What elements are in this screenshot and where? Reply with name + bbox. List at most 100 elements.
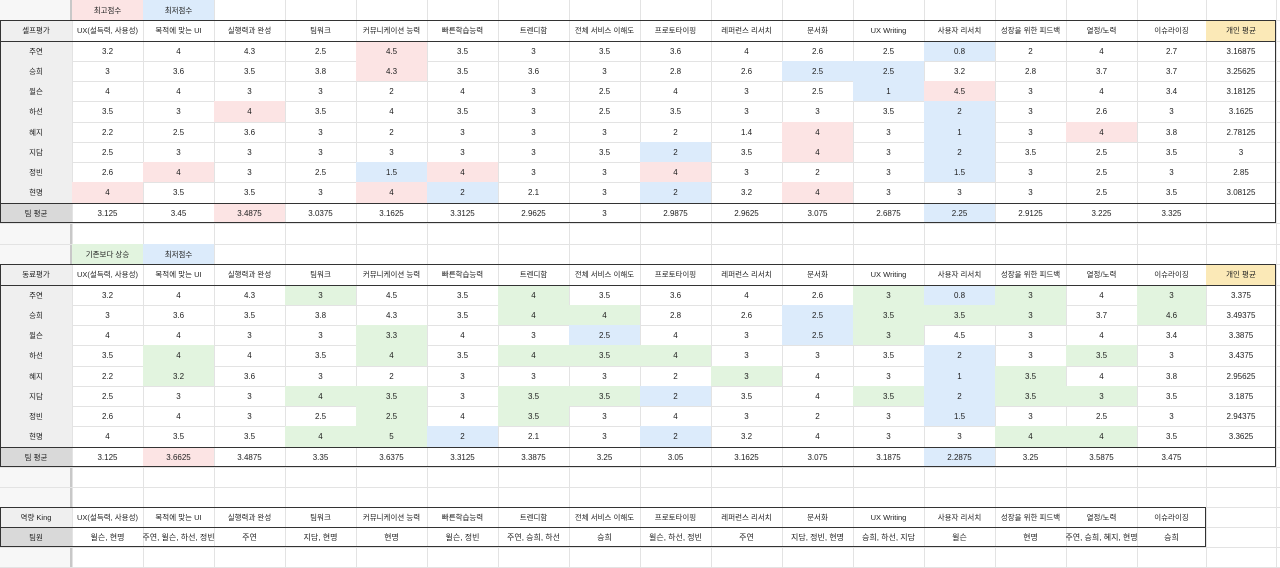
score-cell[interactable]: 3: [853, 285, 924, 305]
score-cell[interactable]: 3.5: [498, 406, 569, 426]
score-cell[interactable]: 3: [531, 127, 536, 137]
score-cell[interactable]: 2: [924, 345, 995, 366]
score-cell[interactable]: 3.5: [243, 188, 256, 197]
score-cell[interactable]: 3: [602, 371, 607, 381]
member-name[interactable]: 현명: [0, 426, 72, 447]
score-cell[interactable]: 4: [995, 426, 1066, 447]
member-name[interactable]: 혜지: [0, 122, 72, 142]
member-name[interactable]: 하선: [0, 345, 72, 366]
score-cell[interactable]: 3.5: [598, 46, 611, 56]
score-cell[interactable]: 3.6: [172, 310, 185, 320]
score-cell[interactable]: 4: [498, 285, 569, 305]
column-header[interactable]: 성장을 위한 피드백: [1000, 270, 1061, 279]
personal-average-cell[interactable]: 3.3875: [1228, 330, 1254, 340]
score-cell[interactable]: 3: [460, 371, 465, 381]
score-cell[interactable]: 4: [143, 162, 214, 182]
score-cell[interactable]: 4: [744, 46, 749, 56]
score-cell[interactable]: 2: [427, 182, 498, 203]
score-cell[interactable]: 3: [318, 188, 323, 197]
score-cell[interactable]: 3.5: [456, 107, 469, 116]
score-cell[interactable]: 1: [924, 122, 995, 142]
column-header[interactable]: 전체 서비스 이해도: [574, 270, 635, 279]
score-cell[interactable]: 4: [389, 107, 394, 116]
score-cell[interactable]: 4.5: [356, 41, 427, 61]
score-cell[interactable]: 2: [427, 426, 498, 447]
score-cell[interactable]: 3.6: [243, 371, 256, 381]
member-name[interactable]: 현명: [0, 182, 72, 203]
column-header[interactable]: UX(설득력, 사용성): [77, 270, 138, 279]
column-header[interactable]: 빠른학습능력: [441, 512, 484, 522]
score-cell[interactable]: 3: [460, 391, 465, 401]
score-cell[interactable]: 2.6: [101, 411, 114, 421]
score-cell[interactable]: 3: [176, 147, 181, 157]
score-cell[interactable]: 2.6: [101, 167, 114, 177]
score-cell[interactable]: 3.5: [243, 66, 256, 76]
member-name[interactable]: 윌슨: [0, 325, 72, 345]
score-cell[interactable]: 3.5: [456, 290, 469, 300]
score-cell[interactable]: 3.6: [172, 66, 185, 76]
king-member-cell[interactable]: 현명: [1023, 532, 1038, 542]
score-cell[interactable]: 4: [356, 345, 427, 366]
member-name[interactable]: 승희: [0, 61, 72, 81]
score-cell[interactable]: 3: [531, 107, 536, 116]
team-average-cell[interactable]: 3.3125: [450, 452, 475, 462]
score-cell[interactable]: 4: [176, 330, 181, 340]
score-cell[interactable]: 2.1: [527, 432, 540, 441]
score-cell[interactable]: 4.3: [243, 290, 256, 300]
score-cell[interactable]: 2: [1028, 46, 1033, 56]
column-header[interactable]: UX(설득력, 사용성): [77, 512, 138, 522]
personal-average-cell[interactable]: 3.08125: [1226, 188, 1256, 197]
team-average-cell[interactable]: 3.25: [1022, 452, 1039, 462]
score-cell[interactable]: 4: [285, 426, 356, 447]
score-cell[interactable]: 2: [924, 142, 995, 162]
score-cell[interactable]: 2.5: [172, 127, 185, 137]
king-member-cell[interactable]: 주연, 승희, 하선: [506, 532, 561, 542]
column-header[interactable]: 프로토타이핑: [654, 512, 697, 522]
score-cell[interactable]: 3: [886, 147, 891, 157]
member-name[interactable]: 하선: [0, 101, 72, 122]
team-average-cell[interactable]: 2.9125: [1018, 208, 1043, 218]
score-cell[interactable]: 2: [640, 182, 711, 203]
score-cell[interactable]: 3: [176, 107, 181, 116]
score-cell[interactable]: 3: [1169, 351, 1174, 360]
column-header[interactable]: 문서화: [807, 26, 828, 35]
personal-average-header[interactable]: 개인 평균: [1206, 264, 1276, 285]
column-header[interactable]: 목적에 맞는 UI: [155, 270, 202, 279]
score-cell[interactable]: 3.5: [456, 46, 469, 56]
column-header[interactable]: 문서화: [807, 512, 828, 522]
score-cell[interactable]: 3.5: [598, 290, 611, 300]
team-average-cell[interactable]: 3.075: [807, 208, 828, 218]
score-cell[interactable]: 4.6: [1137, 305, 1206, 325]
team-average-cell[interactable]: 3.05: [667, 452, 684, 462]
score-cell[interactable]: 2.6: [740, 66, 753, 76]
personal-average-header[interactable]: 개인 평균: [1206, 20, 1276, 41]
score-cell[interactable]: 2.2: [101, 371, 114, 381]
personal-average-cell[interactable]: 3.1875: [1228, 391, 1254, 401]
score-cell[interactable]: 4: [815, 371, 820, 381]
score-cell[interactable]: 2.8: [669, 310, 682, 320]
score-cell[interactable]: 3: [247, 147, 252, 157]
score-cell[interactable]: 3.5: [569, 386, 640, 406]
member-name[interactable]: 윌슨: [0, 81, 72, 101]
column-header[interactable]: 문서화: [807, 270, 828, 279]
score-cell[interactable]: 3: [1028, 86, 1033, 96]
score-cell[interactable]: 4.3: [356, 61, 427, 81]
member-name[interactable]: 혜지: [0, 366, 72, 386]
score-cell[interactable]: 3: [285, 285, 356, 305]
score-cell[interactable]: 1: [853, 81, 924, 101]
king-member-cell[interactable]: 윌슨, 현명: [90, 532, 125, 542]
score-cell[interactable]: 4: [176, 86, 181, 96]
column-header[interactable]: 열정/노력: [1086, 26, 1117, 35]
score-cell[interactable]: 4: [214, 101, 285, 122]
score-cell[interactable]: 3.5: [172, 188, 185, 197]
personal-average-cell[interactable]: 3.49375: [1226, 310, 1256, 320]
score-cell[interactable]: 4: [176, 290, 181, 300]
score-cell[interactable]: 3.8: [314, 310, 327, 320]
column-header[interactable]: 이슈라이징: [1154, 512, 1189, 522]
score-cell[interactable]: 4: [460, 86, 465, 96]
column-header[interactable]: 전체 서비스 이해도: [574, 26, 635, 35]
score-cell[interactable]: 3: [247, 391, 252, 401]
score-cell[interactable]: 2.5: [314, 411, 327, 421]
score-cell[interactable]: 0.8: [924, 41, 995, 61]
score-cell[interactable]: 3: [1169, 411, 1174, 421]
